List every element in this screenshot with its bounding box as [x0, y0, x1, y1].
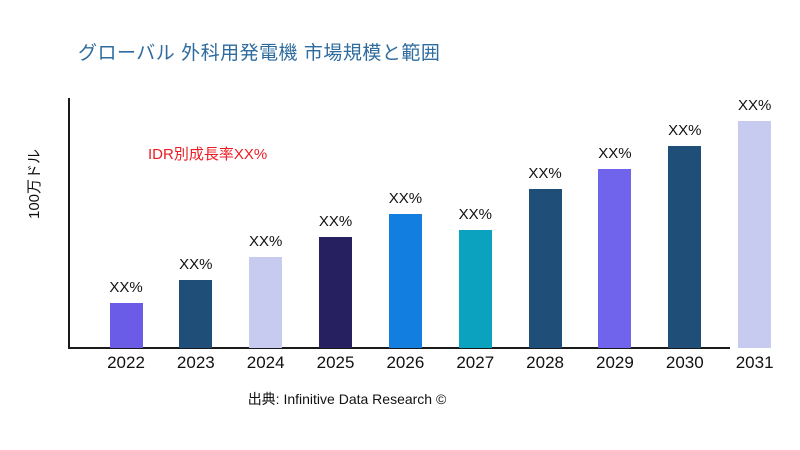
x-tick-label-2031: 2031 — [735, 353, 774, 372]
bar-value-label-2023: XX% — [179, 256, 213, 273]
y-axis-line — [68, 98, 70, 349]
bar-value-label-2025: XX% — [318, 213, 353, 230]
x-tick-label-2023: 2023 — [176, 353, 215, 372]
bar-value-label-2030: XX% — [668, 122, 702, 139]
bar-2030 — [668, 146, 702, 348]
bar-value-label-2028: XX% — [528, 165, 562, 182]
x-tick-label-2029: 2029 — [596, 353, 634, 372]
x-tick-label-2026: 2026 — [386, 353, 425, 372]
x-axis-line — [68, 347, 730, 349]
x-tick-label-2027: 2027 — [456, 353, 495, 372]
bar-2022 — [109, 303, 143, 348]
bar-value-label-2027: XX% — [458, 206, 492, 223]
x-tick-label-2024: 2024 — [246, 353, 285, 372]
bar-value-label-2031: XX% — [737, 97, 772, 114]
growth-rate-annotation: IDR別成長率XX% — [148, 146, 268, 163]
bar-value-label-2022: XX% — [109, 279, 143, 296]
x-tick-label-2028: 2028 — [526, 353, 564, 372]
source-note: 出典: Infinitive Data Research © — [247, 391, 447, 407]
bar-2031 — [738, 121, 772, 348]
x-tick-label-2022: 2022 — [107, 353, 145, 372]
x-tick-label-2030: 2030 — [665, 353, 704, 372]
bar-2026 — [388, 214, 422, 348]
x-tick-label-2025: 2025 — [316, 353, 355, 372]
bar-2028 — [528, 189, 562, 348]
bar-2025 — [319, 237, 353, 348]
bar-value-label-2026: XX% — [388, 190, 423, 207]
bar-2029 — [598, 169, 632, 348]
bar-2024 — [249, 257, 283, 348]
bar-2023 — [179, 280, 213, 348]
chart-title: グローバル 外科用発電機 市場規模と範囲 — [78, 43, 441, 64]
bar-2027 — [458, 230, 492, 348]
bar-value-label-2024: XX% — [249, 233, 283, 250]
bar-value-label-2029: XX% — [598, 145, 632, 162]
